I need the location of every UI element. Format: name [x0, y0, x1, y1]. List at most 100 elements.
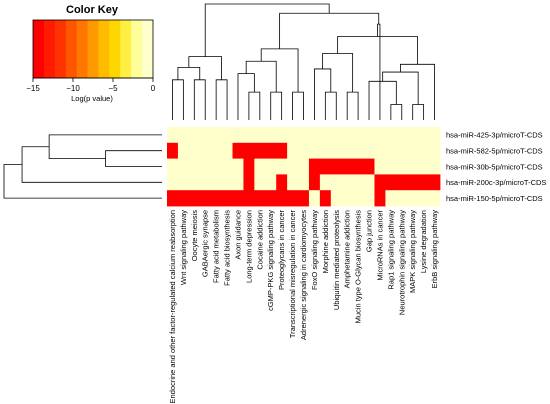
color-key-title: Color Key	[66, 4, 119, 16]
heatmap-cell	[396, 174, 408, 191]
heatmap-cell	[341, 158, 354, 175]
heatmap-cell	[407, 174, 419, 191]
color-key-swatch	[142, 20, 154, 78]
color-key-xlabel: Log(p value)	[71, 94, 113, 103]
heatmap-cell	[232, 158, 244, 175]
heatmap-cell	[254, 142, 266, 159]
column-dendrogram	[172, 3, 435, 120]
row-dendrogram-branch	[21, 146, 162, 183]
column-label: Proteoglycans in cancer	[277, 210, 286, 291]
color-key: Color Key −15 −10 −5 0 Log(p value)	[26, 4, 156, 103]
heatmap-cell	[374, 190, 386, 207]
heatmap-cell	[221, 127, 233, 144]
heatmap-cell	[232, 174, 244, 191]
column-dendrogram-branch	[390, 104, 403, 120]
heatmap-cell	[319, 127, 332, 144]
heatmap-cell	[363, 190, 375, 207]
heatmap-cell	[210, 142, 222, 159]
color-key-tick-label: −5	[108, 84, 118, 93]
row-label: hsa-miR-30b-5p/microT-CDS	[446, 162, 543, 171]
heatmap-cell	[298, 190, 310, 207]
heatmap-cell	[341, 190, 354, 207]
heatmap-cell	[243, 174, 255, 191]
column-label: MicroRNAs in cancer	[375, 210, 384, 281]
column-label: Gap junction	[365, 210, 374, 252]
row-dendrogram-branch	[105, 150, 162, 167]
heatmap-cell	[276, 174, 288, 191]
column-label: Cocaine addiction	[255, 210, 264, 270]
column-dendrogram-branch	[412, 104, 425, 120]
column-label: Morphine addiction	[321, 210, 330, 273]
color-key-swatch	[54, 20, 67, 78]
heatmap-cell	[319, 158, 332, 175]
heatmap-cell	[352, 127, 364, 144]
heatmap-cell	[418, 190, 430, 207]
heatmap-cell	[418, 158, 430, 175]
column-dendrogram-branch	[400, 63, 435, 120]
column-dendrogram-branch	[368, 80, 397, 120]
column-dendrogram-branch	[322, 53, 354, 93]
heatmap-cell	[177, 127, 190, 144]
color-key-swatch	[76, 20, 88, 78]
heatmap-cell	[374, 127, 386, 144]
column-label: Lysine degradation	[419, 210, 428, 273]
column-label: Oocyte meiosis	[190, 210, 199, 262]
color-key-swatch	[120, 20, 132, 78]
heatmap-cell	[199, 142, 212, 159]
heatmap-cell	[287, 174, 299, 191]
heatmap-cell	[374, 174, 386, 191]
heatmap-cell	[276, 127, 288, 144]
heatmap-cell	[396, 127, 408, 144]
heatmap-cell	[407, 158, 419, 175]
heatmap-cell	[254, 174, 266, 191]
heatmap-cell	[221, 190, 233, 207]
column-label: Fatty acid metabolism	[212, 210, 221, 283]
heatmap-cell	[374, 158, 386, 175]
column-dendrogram-branch	[270, 91, 283, 120]
heatmap-cell	[232, 127, 244, 144]
column-dendrogram-branch	[346, 91, 359, 120]
heatmap-cell	[199, 158, 212, 175]
heatmap-cell	[418, 127, 430, 144]
column-label: Fatty acid biosynthesis	[223, 210, 232, 286]
heatmap-cell	[418, 174, 430, 191]
heatmap-cell	[319, 142, 332, 159]
heatmap-cell	[265, 190, 277, 207]
heatmap-cell	[308, 174, 321, 191]
column-dendrogram-branch	[248, 91, 261, 120]
heatmap-cell	[385, 158, 397, 175]
heatmap-cell	[221, 142, 233, 159]
heatmap-cell	[276, 158, 288, 175]
heatmap-cell	[363, 158, 375, 175]
heatmap-cell	[221, 158, 233, 175]
heatmap-cell	[298, 158, 310, 175]
heatmap-cell	[341, 127, 354, 144]
row-labels: hsa-miR-425-3p/microT-CDS hsa-miR-582-5p/…	[446, 131, 546, 203]
column-dendrogram-branch	[382, 71, 419, 105]
color-key-swatch	[98, 20, 110, 78]
heatmap-cell	[298, 174, 310, 191]
column-dendrogram-branch	[324, 91, 337, 120]
heatmap-cell	[177, 142, 190, 159]
row-dendrogram	[3, 134, 162, 199]
heatmap-cell	[167, 142, 179, 159]
heatmap-cell	[407, 127, 419, 144]
column-dendrogram-branch	[337, 36, 418, 65]
heatmap-cell	[188, 158, 201, 175]
heatmap-cell	[330, 174, 343, 191]
heatmap-cell	[330, 158, 343, 175]
heatmap-cell	[177, 158, 190, 175]
heatmap-cell	[276, 190, 288, 207]
heatmap-cell	[199, 174, 212, 191]
color-key-axis: −15 −10 −5 0	[26, 77, 156, 93]
heatmap-cell	[429, 190, 441, 207]
heatmap-cell	[385, 174, 397, 191]
heatmap-cell	[429, 174, 441, 191]
heatmap-cell	[418, 142, 430, 159]
heatmap-cell	[167, 174, 179, 191]
heatmap-cell	[341, 174, 354, 191]
heatmap-cell	[396, 142, 408, 159]
heatmap-cell	[265, 127, 277, 144]
heatmap-cell	[352, 158, 364, 175]
